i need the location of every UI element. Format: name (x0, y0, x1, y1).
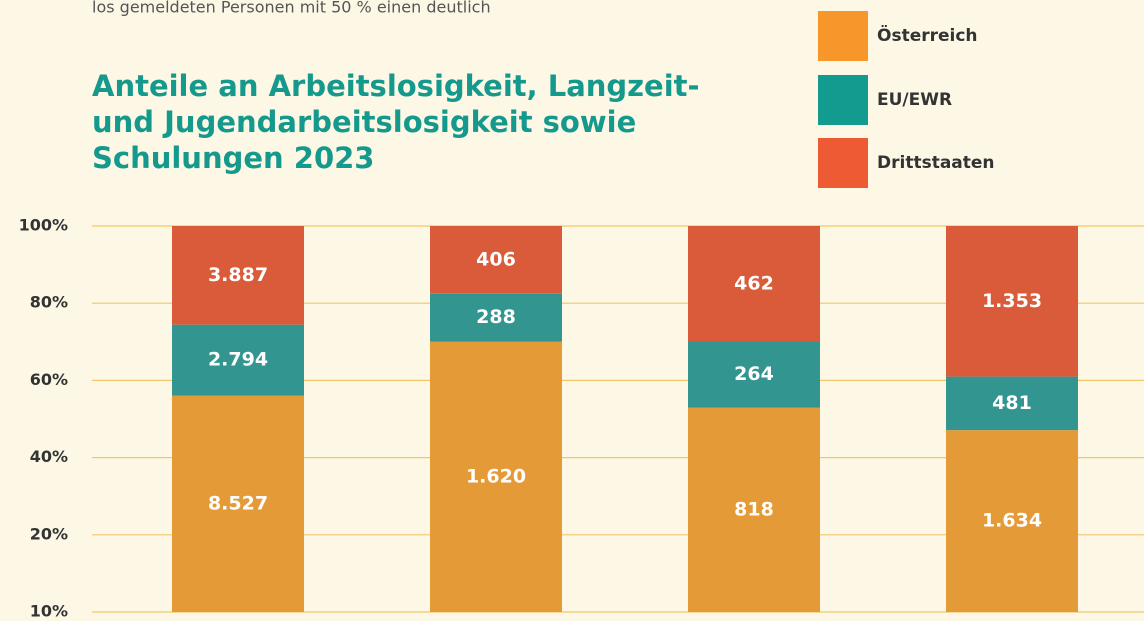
data-label: 8.527 (208, 492, 268, 514)
y-tick-label: 100% (19, 216, 68, 235)
data-label: 818 (734, 498, 774, 520)
data-label: 406 (476, 248, 516, 270)
bar-segment (172, 324, 304, 396)
bar-segment (430, 226, 562, 294)
legend-swatch (818, 138, 868, 188)
bar-segment (688, 226, 820, 342)
intro-text: los gemeldeten Personen mit 50 % einen d… (92, 0, 491, 17)
bar-segment (172, 226, 304, 325)
legend-label: Drittstaaten (877, 153, 995, 173)
bar-segment (946, 430, 1078, 612)
chart-title: Anteile an Arbeitslosigkeit, Langzeit- (92, 69, 700, 103)
y-tick-label: 20% (30, 524, 68, 543)
bar-segment (688, 407, 820, 612)
bar-segment (430, 293, 562, 342)
data-label: 462 (734, 272, 774, 294)
bar-segment (946, 376, 1078, 431)
bar-segment (946, 226, 1078, 377)
legend-swatch (818, 75, 868, 125)
data-label: 1.634 (982, 510, 1042, 532)
data-label: 288 (476, 306, 516, 328)
y-tick-label: 60% (30, 370, 68, 389)
bar-segment (688, 341, 820, 408)
y-tick-label: 80% (30, 293, 68, 312)
data-label: 3.887 (208, 264, 268, 286)
y-tick-label: 40% (30, 447, 68, 466)
bar-segment (172, 395, 304, 612)
legend-swatch (818, 11, 868, 61)
data-label: 2.794 (208, 349, 268, 371)
chart-title: und Jugendarbeitslosigkeit sowie (92, 105, 636, 139)
legend-label: EU/EWR (877, 90, 952, 110)
data-label: 264 (734, 363, 774, 385)
chart-title: Schulungen 2023 (92, 141, 374, 175)
data-label: 481 (992, 392, 1032, 414)
y-tick-label: 10% (30, 602, 68, 621)
legend-label: Österreich (877, 24, 978, 46)
data-label: 1.353 (982, 290, 1042, 312)
data-label: 1.620 (466, 465, 526, 487)
bar-segment (430, 341, 562, 612)
